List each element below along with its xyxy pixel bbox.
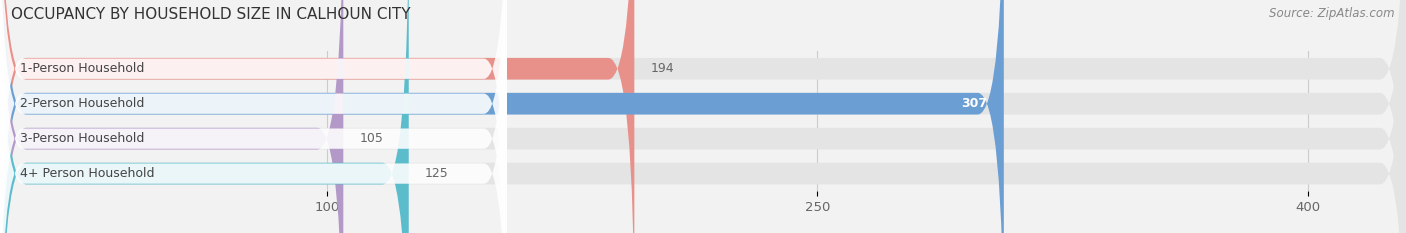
FancyBboxPatch shape [0, 0, 409, 233]
Text: 3-Person Household: 3-Person Household [20, 132, 143, 145]
Text: 194: 194 [651, 62, 675, 75]
FancyBboxPatch shape [0, 0, 343, 233]
FancyBboxPatch shape [0, 0, 634, 233]
FancyBboxPatch shape [0, 0, 506, 233]
FancyBboxPatch shape [0, 0, 506, 233]
Text: 4+ Person Household: 4+ Person Household [20, 167, 155, 180]
FancyBboxPatch shape [0, 0, 506, 233]
Text: OCCUPANCY BY HOUSEHOLD SIZE IN CALHOUN CITY: OCCUPANCY BY HOUSEHOLD SIZE IN CALHOUN C… [11, 7, 411, 22]
FancyBboxPatch shape [0, 0, 506, 233]
Text: 307: 307 [962, 97, 987, 110]
Text: Source: ZipAtlas.com: Source: ZipAtlas.com [1270, 7, 1395, 20]
Text: 1-Person Household: 1-Person Household [20, 62, 143, 75]
Text: 105: 105 [360, 132, 384, 145]
Text: 2-Person Household: 2-Person Household [20, 97, 143, 110]
Text: 125: 125 [425, 167, 449, 180]
FancyBboxPatch shape [0, 0, 1004, 233]
